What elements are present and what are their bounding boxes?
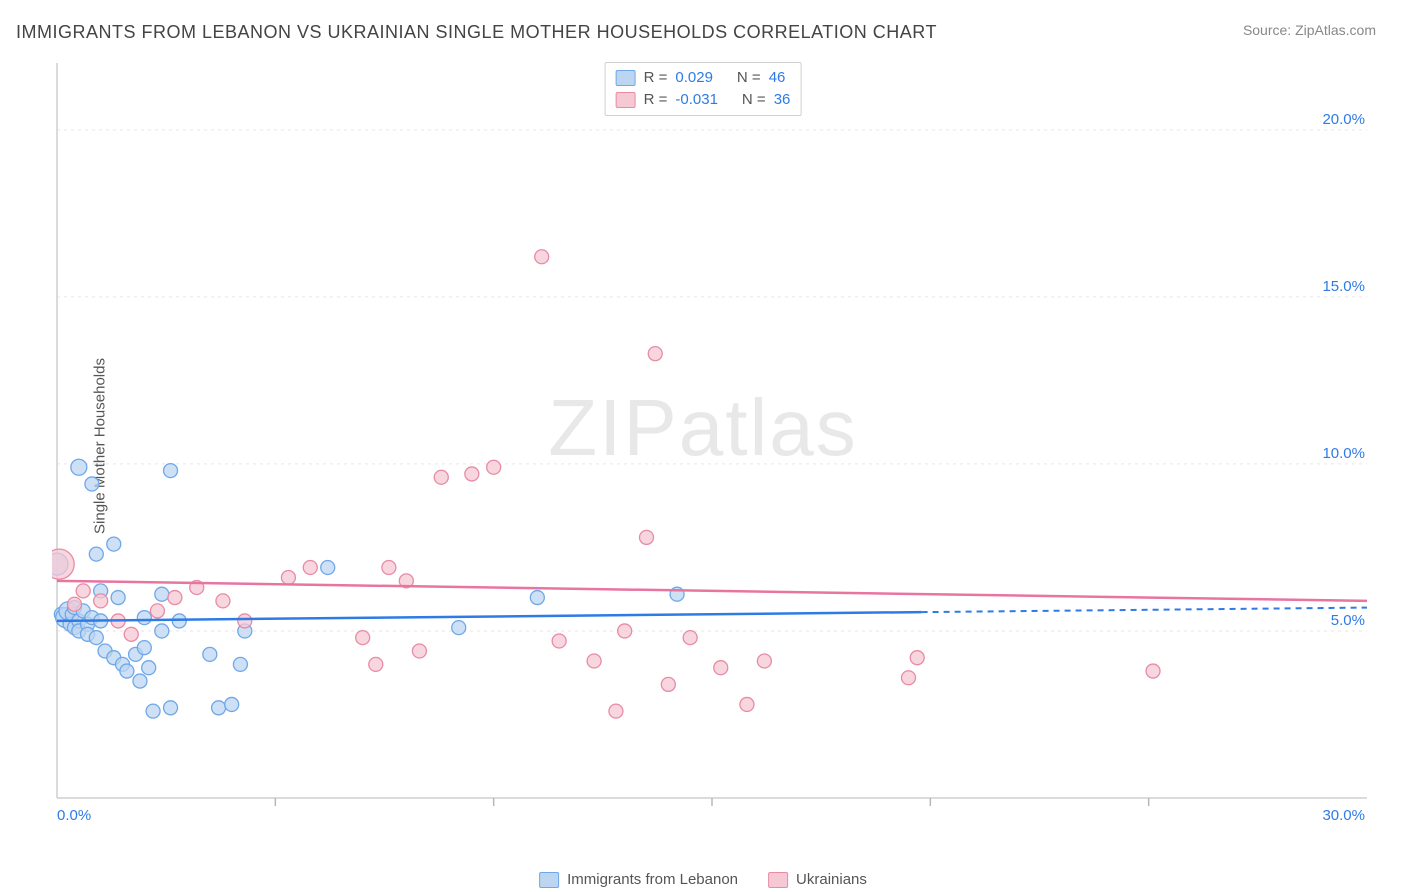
svg-text:5.0%: 5.0% bbox=[1331, 612, 1365, 629]
legend-row-lebanon: R = 0.029 N = 46 bbox=[616, 67, 791, 89]
correlation-legend: R = 0.029 N = 46 R = -0.031 N = 36 bbox=[605, 62, 802, 116]
legend-swatch-icon bbox=[539, 872, 559, 888]
chart-area: 5.0% 10.0% 15.0% 20.0% 0.0% 30.0% bbox=[52, 58, 1372, 828]
legend-label: Ukrainians bbox=[796, 871, 867, 888]
svg-text:20.0%: 20.0% bbox=[1322, 111, 1365, 128]
legend-item-lebanon: Immigrants from Lebanon bbox=[539, 871, 738, 888]
legend-swatch-icon bbox=[616, 70, 636, 86]
legend-swatch-icon bbox=[616, 92, 636, 108]
legend-r-label: R = bbox=[644, 89, 668, 111]
legend-r-value: -0.031 bbox=[675, 89, 718, 111]
scatter-plot: 5.0% 10.0% 15.0% 20.0% 0.0% 30.0% bbox=[52, 58, 1372, 828]
legend-r-value: 0.029 bbox=[675, 67, 713, 89]
series-legend: Immigrants from Lebanon Ukrainians bbox=[539, 871, 867, 888]
legend-row-ukrainians: R = -0.031 N = 36 bbox=[616, 89, 791, 111]
svg-text:15.0%: 15.0% bbox=[1322, 278, 1365, 295]
legend-label: Immigrants from Lebanon bbox=[567, 871, 738, 888]
svg-text:10.0%: 10.0% bbox=[1322, 445, 1365, 462]
legend-n-label: N = bbox=[742, 89, 766, 111]
svg-text:30.0%: 30.0% bbox=[1322, 807, 1365, 824]
svg-text:0.0%: 0.0% bbox=[57, 807, 91, 824]
chart-title: IMMIGRANTS FROM LEBANON VS UKRAINIAN SIN… bbox=[16, 22, 937, 43]
legend-r-label: R = bbox=[644, 67, 668, 89]
legend-n-label: N = bbox=[737, 67, 761, 89]
legend-swatch-icon bbox=[768, 872, 788, 888]
legend-n-value: 36 bbox=[774, 89, 791, 111]
legend-item-ukrainians: Ukrainians bbox=[768, 871, 867, 888]
legend-n-value: 46 bbox=[769, 67, 786, 89]
source-attribution: Source: ZipAtlas.com bbox=[1243, 22, 1376, 38]
